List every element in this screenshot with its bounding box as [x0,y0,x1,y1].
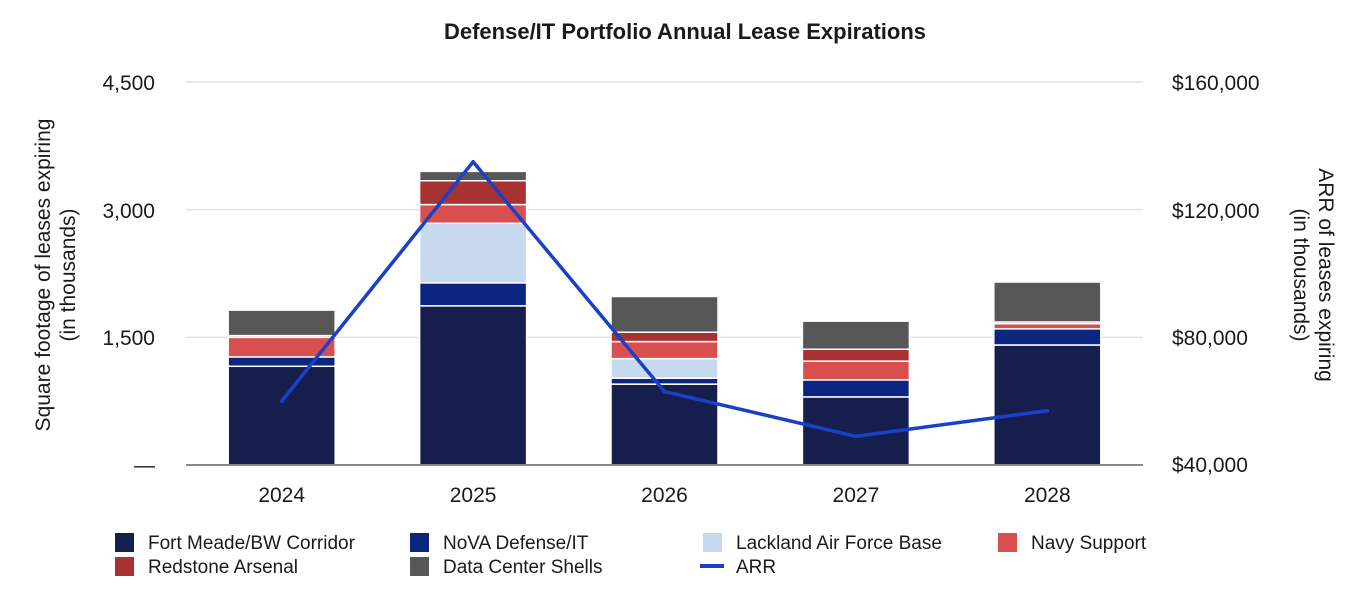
bar-data-center-shells-2028 [993,281,1102,323]
bar-nova-defense-it-2025 [418,282,528,307]
bar-nova-defense-it-2024 [227,356,336,368]
y-left-axis-title: Square footage of leases expiring (in th… [32,119,80,432]
legend-swatch-fort-meade [115,533,134,552]
bar-navy-support-2028 [993,322,1102,330]
x-tick-2026: 2026 [641,484,688,507]
bar-lackland-air-force-base-2026 [610,357,719,379]
y-right-tick-160000: $160,000 [1172,72,1260,95]
arr-line-group [279,159,1050,439]
x-tick-2025: 2025 [450,484,497,507]
x-tick-2024: 2024 [258,484,305,507]
y-right-axis-title: ARR of leases expiring (in thousands) [1289,168,1337,382]
bar-redstone-arsenal-2025 [418,179,528,206]
legend-swatch-redstone [115,557,134,576]
arr-point-2028 [1045,408,1050,413]
arr-point-2025 [471,159,475,164]
legend-swatch-nova [410,533,429,552]
y-left-tick-3000: 3,000 [102,200,155,223]
y-right-title-line2: (in thousands) [1289,208,1312,341]
legend-label-data-center: Data Center Shells [443,557,602,578]
legend-swatch-lackland [703,533,722,552]
bar-redstone-arsenal-2027 [801,348,911,362]
bar-fort-meade-bw-corridor-2024 [227,365,336,466]
bar-nova-defense-it-2027 [801,379,911,398]
bar-lackland-air-force-base-2025 [418,222,528,284]
legend-label-fort-meade: Fort Meade/BW Corridor [148,533,356,554]
bar-data-center-shells-2026 [610,295,719,333]
y-right-tick-120000: $120,000 [1172,200,1260,223]
bar-data-center-shells-2025 [418,170,528,182]
y-left-title-line2: (in thousands) [57,208,80,341]
bar-data-center-shells-2024 [227,309,336,337]
legend-swatch-data-center [410,557,429,576]
x-tick-2028: 2028 [1024,484,1071,507]
legend-label-lackland: Lackland Air Force Base [736,533,942,554]
legend-swatch-navy [998,533,1017,552]
arr-point-2027 [854,434,858,439]
y-left-title-line1: Square footage of leases expiring [32,119,55,432]
arr-point-2026 [662,389,667,394]
bar-fort-meade-bw-corridor-2028 [993,344,1102,466]
x-tick-2027: 2027 [833,484,880,507]
bar-redstone-arsenal-2026 [610,331,719,343]
legend-label-redstone: Redstone Arsenal [148,557,298,578]
y-left-tick-4500: 4,500 [102,72,155,95]
legend-label-arr: ARR [736,557,776,578]
chart-title: Defense/IT Portfolio Annual Lease Expira… [444,19,926,44]
y-left-tick-0: — [134,454,155,477]
y-right-tick-40000: $40,000 [1172,454,1248,477]
legend-label-navy: Navy Support [1031,533,1147,554]
bar-nova-defense-it-2028 [993,328,1102,346]
legend: Fort Meade/BW Corridor NoVA Defense/IT L… [115,533,1147,578]
bar-fort-meade-bw-corridor-2025 [418,305,528,466]
bar-navy-support-2027 [801,360,911,381]
legend-label-nova: NoVA Defense/IT [443,533,589,554]
y-left-tick-1500: 1,500 [102,327,155,350]
x-tick-labels: 2024 2025 2026 2027 2028 [258,484,1070,507]
y-right-title-line1: ARR of leases expiring [1314,168,1337,382]
arr-point-2024 [279,399,284,403]
y-right-tick-80000: $80,000 [1172,327,1248,350]
bar-data-center-shells-2027 [801,320,911,350]
bar-nova-defense-it-2026 [610,377,719,385]
bars [227,170,1102,466]
bar-fort-meade-bw-corridor-2026 [610,383,719,466]
